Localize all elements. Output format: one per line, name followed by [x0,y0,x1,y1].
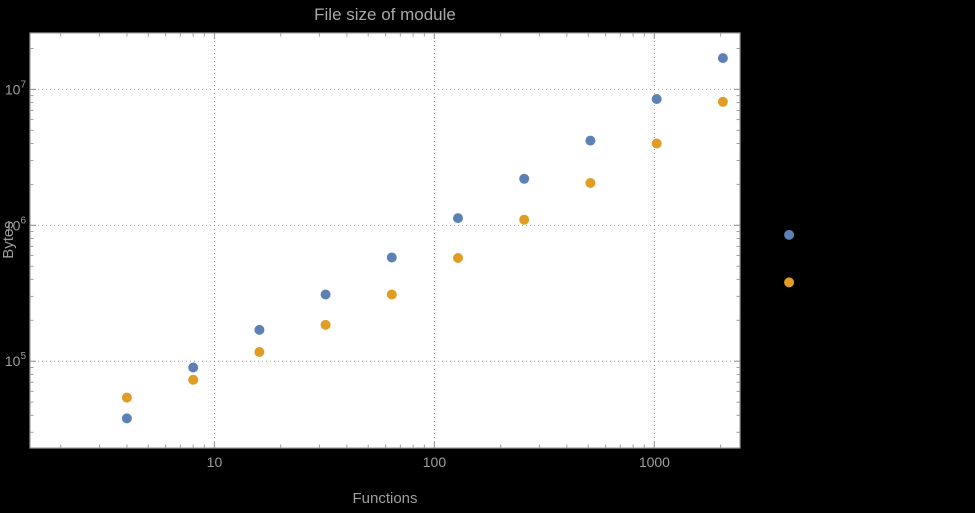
svg-text:105: 105 [5,351,27,369]
y-axis-label: Bytes [0,221,17,259]
chart-title: File size of module [314,5,456,24]
svg-text:107: 107 [5,79,27,97]
svg-text:100: 100 [423,454,447,470]
x-axis-label: Functions [352,490,418,507]
svg-text:10: 10 [207,454,223,470]
svg-text:1000: 1000 [639,454,670,470]
